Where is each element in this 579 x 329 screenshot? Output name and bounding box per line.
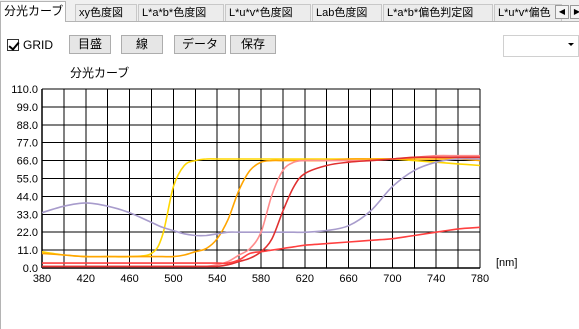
x-tick-label: 780 [471, 273, 489, 285]
tab-spectral-curve[interactable]: 分光カーブ [0, 1, 66, 22]
x-tick-label: 420 [77, 273, 95, 285]
y-tick-label: 66.0 [17, 156, 38, 168]
tab-scroll-left-icon[interactable]: ◀ [555, 5, 569, 19]
tab-bar: 分光カーブ xy色度図 L*a*b*色度図 L*u*v*色度図 Lab色度図 L… [0, 0, 579, 22]
tab-lab-chromaticity[interactable]: L*a*b*色度図 [138, 4, 224, 22]
y-tick-label: 77.0 [17, 138, 38, 150]
y-tick-label: 0.0 [23, 263, 38, 275]
y-tick-label: 88.0 [17, 120, 38, 132]
save-button[interactable]: 保存 [230, 35, 276, 54]
data-button[interactable]: データ [174, 35, 226, 54]
line-button[interactable]: 線 [121, 35, 163, 54]
chevron-down-icon[interactable] [568, 43, 574, 46]
spectral-series-line-6 [42, 226, 481, 265]
scale-button[interactable]: 目盛 [69, 35, 111, 54]
grid-checkbox[interactable]: GRID [7, 38, 53, 52]
y-tick-label: 33.0 [17, 209, 38, 221]
x-tick-label: 660 [339, 273, 357, 285]
tab-lab-color-shift[interactable]: L*a*b*偏色判定図 [383, 4, 493, 22]
x-tick-label: 500 [164, 273, 182, 285]
x-tick-label: 380 [33, 273, 51, 285]
x-tick-label: 460 [120, 273, 138, 285]
spectral-series-line-3 [41, 157, 481, 237]
x-tick-label: 620 [296, 273, 314, 285]
chart-title: 分光カーブ [70, 66, 130, 80]
y-tick-label: 99.0 [17, 102, 38, 114]
x-tick-label: 740 [427, 273, 445, 285]
x-tick-label: 580 [252, 273, 270, 285]
grid-label: GRID [23, 38, 53, 52]
tab-divider [0, 21, 579, 22]
tab-scroll-right-icon[interactable]: ▶ [570, 5, 579, 19]
spectral-series-line-5 [42, 156, 480, 268]
tab-xy-chromaticity[interactable]: xy色度図 [75, 4, 137, 22]
y-tick-label: 11.0 [17, 245, 38, 257]
checkbox-check-icon[interactable] [7, 39, 19, 51]
tab-luv-chromaticity[interactable]: L*u*v*色度図 [225, 4, 311, 22]
x-axis-label: [nm] [496, 257, 517, 269]
tab-lab-hunter[interactable]: Lab色度図 [312, 4, 382, 22]
series-dropdown[interactable] [503, 35, 579, 57]
y-tick-label: 44.0 [17, 191, 38, 203]
x-tick-label: 540 [208, 273, 226, 285]
x-tick-label: 700 [383, 273, 401, 285]
tab-luv-color-shift[interactable]: L*u*v*偏色 [494, 4, 562, 22]
spectral-chart: 0.0 11.0 22.0 33.0 44.0 55.0 66.0 77.0 88.0 99.0 1… [11, 84, 517, 285]
y-tick-label: 22.0 [17, 227, 38, 239]
y-tick-label: 110.0 [11, 84, 38, 96]
y-tick-label: 55.0 [17, 174, 38, 186]
